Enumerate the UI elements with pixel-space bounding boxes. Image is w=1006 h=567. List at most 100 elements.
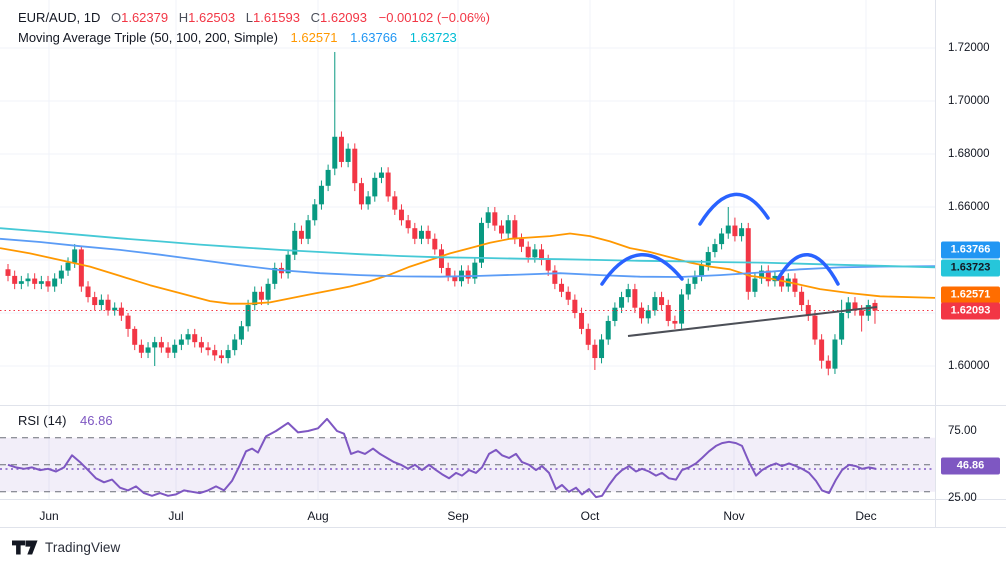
candle-body bbox=[599, 339, 605, 359]
candle-body bbox=[232, 339, 238, 351]
arc-annotation[interactable] bbox=[600, 252, 684, 286]
high-value: 1.62503 bbox=[188, 10, 236, 25]
tradingview-logo[interactable]: TradingView bbox=[12, 539, 120, 556]
open-label: O bbox=[110, 10, 122, 25]
candle-body bbox=[65, 262, 71, 271]
candle-body bbox=[652, 297, 658, 311]
candle-body bbox=[765, 270, 771, 282]
candle-body bbox=[739, 228, 745, 237]
candle-body bbox=[58, 270, 64, 279]
price-axis-label: 1.66000 bbox=[948, 201, 990, 213]
candle-body bbox=[398, 209, 404, 221]
candle-body bbox=[312, 204, 318, 221]
candle-body bbox=[332, 136, 338, 169]
low-label: L bbox=[245, 10, 253, 25]
candle-body bbox=[492, 212, 498, 226]
rsi-title[interactable]: RSI (14) bbox=[18, 413, 67, 428]
candle-body bbox=[118, 307, 124, 316]
candle-body bbox=[272, 267, 278, 284]
candlestick-series bbox=[5, 51, 878, 376]
candle-body bbox=[699, 265, 705, 276]
candle-body bbox=[378, 172, 384, 178]
candle-body bbox=[72, 249, 78, 263]
candle-body bbox=[478, 222, 484, 263]
candle-body bbox=[839, 313, 845, 340]
candle-body bbox=[759, 270, 765, 279]
symbol-ohlc-row: EUR/AUD, 1D O1.62379 H1.62503 L1.61593 C… bbox=[18, 8, 490, 28]
candle-body bbox=[412, 228, 418, 239]
tradingview-logo-icon bbox=[12, 540, 38, 555]
candle-body bbox=[845, 302, 851, 313]
candle-body bbox=[472, 262, 478, 279]
candle-body bbox=[532, 249, 538, 258]
month-label-jun: Jun bbox=[39, 509, 59, 523]
ma-indicator-row: Moving Average Triple (50, 100, 200, Sim… bbox=[18, 28, 490, 48]
open-value: 1.62379 bbox=[121, 10, 169, 25]
price-badge: 1.63766 bbox=[941, 241, 1000, 259]
rsi-value: 46.86 bbox=[80, 413, 113, 428]
ma100-value: 1.63766 bbox=[350, 30, 398, 45]
arc-annotation[interactable] bbox=[776, 252, 840, 286]
candle-body bbox=[18, 281, 24, 284]
ma100-line bbox=[0, 237, 936, 278]
candle-body bbox=[499, 225, 505, 234]
candle-body bbox=[465, 270, 471, 279]
candle-body bbox=[212, 350, 218, 356]
candle-body bbox=[292, 230, 298, 255]
candle-body bbox=[432, 238, 438, 250]
candle-body bbox=[685, 283, 691, 295]
candle-body bbox=[505, 220, 511, 234]
candle-body bbox=[852, 302, 858, 311]
candle-body bbox=[559, 283, 565, 292]
candle-body bbox=[859, 310, 865, 316]
price-axis-label: 1.70000 bbox=[948, 95, 990, 107]
candle-body bbox=[485, 212, 491, 223]
candle-body bbox=[565, 291, 571, 300]
price-badge: 1.62571 bbox=[941, 286, 1000, 304]
candle-body bbox=[665, 305, 671, 321]
candle-body bbox=[132, 328, 138, 345]
candle-body bbox=[192, 334, 198, 343]
candle-body bbox=[512, 220, 518, 239]
ma-indicator-title[interactable]: Moving Average Triple (50, 100, 200, Sim… bbox=[18, 30, 278, 45]
candle-body bbox=[352, 148, 358, 184]
arc-annotation[interactable] bbox=[698, 192, 770, 226]
candle-body bbox=[552, 270, 558, 284]
candle-body bbox=[258, 291, 264, 300]
candle-body bbox=[92, 297, 98, 306]
candle-body bbox=[32, 278, 38, 284]
candle-body bbox=[138, 344, 144, 353]
month-label-jul: Jul bbox=[168, 509, 184, 523]
candle-body bbox=[245, 305, 251, 327]
chart-canvas[interactable] bbox=[0, 0, 1006, 528]
rsi-line bbox=[7, 417, 877, 499]
price-badge: 1.62093 bbox=[941, 302, 1000, 320]
symbol-title[interactable]: EUR/AUD, 1D bbox=[18, 10, 101, 25]
candle-body bbox=[545, 260, 551, 271]
candle-body bbox=[585, 328, 591, 345]
low-value: 1.61593 bbox=[252, 10, 300, 25]
candle-body bbox=[198, 342, 204, 348]
rsi-legend: RSI (14) 46.86 bbox=[18, 413, 113, 428]
ma200-line bbox=[0, 227, 936, 269]
candle-body bbox=[625, 289, 631, 298]
candle-body bbox=[265, 283, 271, 300]
candle-body bbox=[152, 342, 158, 348]
candle-body bbox=[452, 275, 458, 282]
candle-body bbox=[692, 275, 698, 284]
candle-body bbox=[345, 148, 351, 162]
candle-body bbox=[592, 344, 598, 359]
candle-body bbox=[438, 249, 444, 268]
candle-body bbox=[812, 315, 818, 340]
rsi-axis-label: 75.00 bbox=[948, 425, 977, 437]
close-label: C bbox=[310, 10, 320, 25]
candle-body bbox=[805, 305, 811, 316]
candle-body bbox=[445, 267, 451, 276]
candle-body bbox=[605, 320, 611, 340]
trendline-annotation[interactable] bbox=[627, 306, 878, 337]
candle-body bbox=[238, 326, 244, 340]
candle-body bbox=[298, 230, 304, 239]
candle-body bbox=[205, 347, 211, 351]
candle-body bbox=[218, 355, 224, 359]
